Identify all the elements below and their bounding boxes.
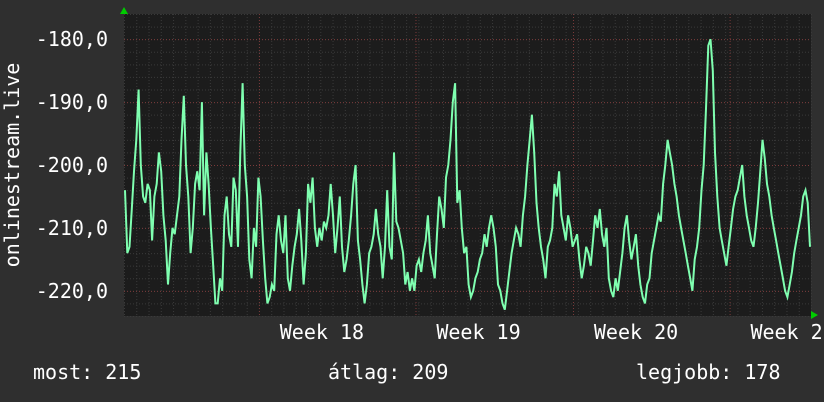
y-tick-label: -180,0 — [36, 27, 108, 51]
y-tick-label: -220,0 — [36, 279, 108, 303]
x-tick-label: Week 18 — [280, 320, 364, 344]
stat-best: legjobb: 178 — [636, 360, 781, 384]
chart: -180,0-190,0-200,0-210,0-220,0 Week 18 We… — [0, 7, 824, 344]
stat-best-value: 178 — [744, 360, 781, 384]
stat-average-value: 209 — [412, 360, 449, 384]
stat-average-label: átlag: — [328, 360, 401, 384]
y-tick-label: -190,0 — [36, 90, 108, 114]
y-tick-label: -210,0 — [36, 216, 108, 240]
stat-current-label: most: — [33, 360, 94, 384]
stat-current-value: 215 — [105, 360, 142, 384]
y-axis-label: onlinestream.live — [0, 63, 24, 268]
stats-bar: most: 215 átlag: 209 legjobb: 178 — [0, 360, 824, 390]
stat-current: most: 215 — [33, 360, 141, 384]
y-tick-labels: -180,0 -190,0 -200,0 -210,0 -220,0 — [36, 27, 108, 303]
stat-best-label: legjobb: — [636, 360, 733, 384]
x-tick-label: Week 20 — [594, 320, 678, 344]
x-tick-labels: Week 18 Week 19 Week 20 Week 21 — [280, 320, 824, 344]
y-axis-arrow-icon — [120, 7, 128, 14]
y-tick-label: -200,0 — [36, 153, 108, 177]
series-line — [124, 38, 811, 311]
x-tick-label: Week 19 — [436, 320, 520, 344]
x-tick-label: Week 21 — [750, 320, 824, 344]
stat-average: átlag: 209 — [328, 360, 448, 384]
x-axis-arrow-icon — [811, 311, 818, 319]
